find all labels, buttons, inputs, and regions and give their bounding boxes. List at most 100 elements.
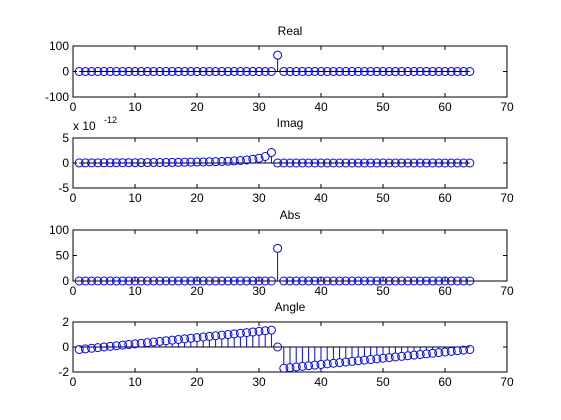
- stem-marker: [434, 67, 444, 76]
- stem-marker: [229, 329, 239, 339]
- x-tick-label: 30: [252, 375, 266, 389]
- stem-marker: [186, 276, 196, 286]
- stem-marker: [118, 276, 128, 286]
- stem-marker: [322, 158, 332, 168]
- stem-marker: [440, 347, 450, 357]
- stem-marker: [347, 158, 357, 168]
- stem-marker: [341, 276, 351, 286]
- stem-marker: [316, 360, 326, 369]
- stem-marker: [142, 338, 152, 348]
- x-tick-label: 0: [70, 375, 77, 389]
- stem-marker: [124, 340, 134, 349]
- stem-marker: [285, 276, 295, 286]
- stem-marker: [111, 158, 121, 168]
- stem-marker: [173, 157, 183, 167]
- stem-marker: [173, 276, 183, 286]
- stem-marker: [328, 158, 338, 168]
- stem-marker: [347, 356, 357, 366]
- stem-marker: [279, 67, 289, 76]
- x-tick-label: 40: [314, 100, 328, 114]
- stem-marker: [316, 158, 326, 168]
- stem-marker: [149, 276, 159, 286]
- stem-marker: [130, 276, 140, 286]
- y-tick-label: 100: [49, 39, 69, 53]
- stem-marker: [217, 156, 227, 166]
- chart-title: Imag: [277, 116, 304, 130]
- x-tick-label: 20: [190, 375, 204, 389]
- stem-marker: [440, 67, 450, 76]
- stem-marker: [74, 276, 84, 286]
- stem-marker: [149, 67, 159, 76]
- stem-marker: [421, 158, 431, 168]
- stem-marker: [186, 157, 196, 167]
- y-tick-label: 0: [62, 340, 69, 354]
- stem-marker: [390, 352, 400, 362]
- x-tick-label: 50: [376, 375, 390, 389]
- stem-marker: [173, 335, 183, 344]
- stem-marker: [229, 276, 239, 286]
- chart-title: Real: [278, 24, 303, 38]
- stem-marker: [161, 336, 171, 346]
- stem-marker: [223, 276, 233, 286]
- stem-marker: [359, 355, 369, 365]
- stem-marker: [136, 67, 146, 76]
- x-tick-label: 50: [376, 191, 390, 205]
- x-tick-label: 40: [314, 191, 328, 205]
- stem-marker: [304, 276, 314, 286]
- stem-marker: [359, 67, 369, 76]
- stem-marker: [99, 158, 109, 168]
- x-tick-label: 30: [252, 191, 266, 205]
- y-tick-label: 0: [62, 156, 69, 170]
- stem-marker: [285, 67, 295, 76]
- stem-marker: [347, 276, 357, 286]
- stem-marker: [260, 152, 270, 161]
- stem-marker: [235, 328, 245, 338]
- stem-marker: [235, 67, 245, 76]
- stem-marker: [304, 158, 314, 168]
- stem-marker: [99, 67, 109, 76]
- stem-marker: [415, 67, 425, 76]
- y-tick-label: 0: [62, 65, 69, 79]
- stem-marker: [384, 67, 394, 76]
- x-tick-label: 60: [438, 284, 452, 298]
- stem-marker: [372, 67, 382, 76]
- stem-marker: [186, 333, 196, 343]
- stem-marker: [409, 350, 419, 360]
- stem-marker: [372, 276, 382, 286]
- stem-marker: [204, 276, 214, 286]
- stem-marker: [161, 157, 171, 167]
- stem-marker: [304, 361, 314, 371]
- stem-marker: [124, 276, 134, 286]
- stem-marker: [397, 158, 407, 168]
- stem-marker: [155, 336, 165, 346]
- stem-marker: [459, 345, 469, 355]
- stem-marker: [235, 156, 245, 165]
- x-tick-label: 70: [500, 284, 514, 298]
- stem-marker: [111, 276, 121, 286]
- stem-marker: [403, 158, 413, 168]
- stem-marker: [397, 67, 407, 76]
- stem-marker: [142, 67, 152, 76]
- stem-marker: [167, 157, 177, 167]
- stem-marker: [372, 354, 382, 364]
- stem-marker: [130, 339, 140, 349]
- stem-marker: [440, 276, 450, 286]
- stem-marker: [328, 358, 338, 368]
- stem-marker: [111, 341, 121, 351]
- chart-title: Abs: [280, 208, 301, 222]
- stem-marker: [198, 276, 208, 286]
- stem-marker: [254, 276, 264, 286]
- stem-marker: [248, 327, 258, 337]
- stem-marker: [198, 332, 208, 342]
- stem-marker: [384, 276, 394, 286]
- stem-marker: [384, 158, 394, 168]
- stem-marker: [353, 356, 363, 366]
- stem-marker: [297, 67, 307, 76]
- stem-marker: [440, 158, 450, 168]
- stem-marker: [242, 67, 252, 76]
- stem-marker: [155, 158, 165, 167]
- stem-marker: [341, 158, 351, 168]
- stem-marker: [149, 158, 159, 168]
- stem-marker: [87, 67, 97, 76]
